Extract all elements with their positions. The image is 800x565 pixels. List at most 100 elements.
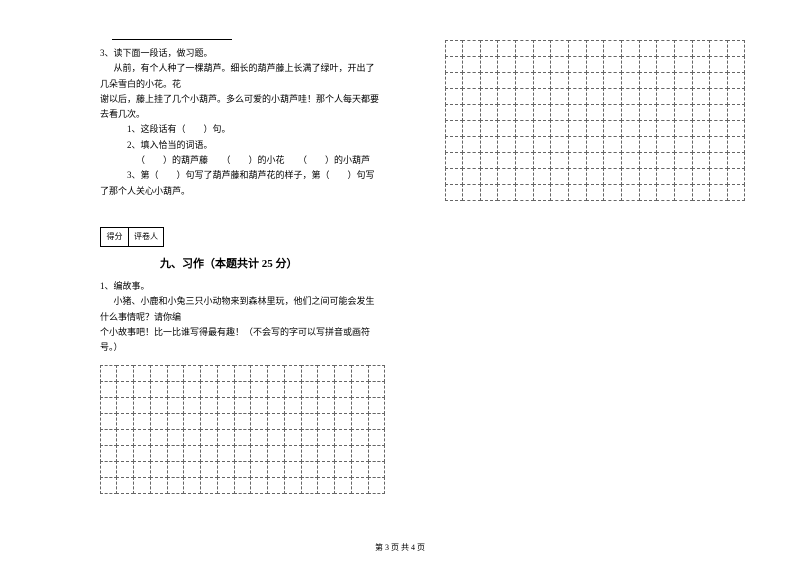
writing-cell (727, 88, 746, 105)
writing-cell (497, 184, 516, 201)
writing-cell (351, 445, 369, 462)
writing-cell (334, 461, 352, 478)
writing-cell (497, 56, 516, 73)
writing-cell (639, 104, 658, 121)
writing-cell (462, 136, 481, 153)
writing-cell (462, 184, 481, 201)
writing-cell (603, 88, 622, 105)
writing-cell (351, 381, 369, 398)
writing-cell (568, 184, 587, 201)
writing-cell (586, 88, 605, 105)
writing-cell (234, 381, 252, 398)
writing-cell (133, 397, 151, 414)
writing-cell (351, 429, 369, 446)
writing-cell (621, 136, 640, 153)
writing-cell (116, 413, 134, 430)
writing-cell (709, 104, 728, 121)
writing-cell (497, 40, 516, 57)
writing-cell (317, 477, 335, 494)
writing-cell (351, 461, 369, 478)
writing-cell (497, 104, 516, 121)
writing-cell (727, 184, 746, 201)
writing-cell (200, 413, 218, 430)
writing-cell (234, 429, 252, 446)
writing-cell (621, 152, 640, 169)
writing-cell (445, 168, 464, 185)
writing-cell (100, 381, 118, 398)
writing-cell (533, 72, 552, 89)
writing-cell (334, 397, 352, 414)
writing-cell (334, 365, 352, 382)
writing-cell (368, 461, 386, 478)
writing-cell (709, 184, 728, 201)
writing-cell (515, 40, 534, 57)
q3-passage-line2: 谢以后，藤上挂了几个小葫芦。多么可爱的小葫芦哇！那个人每天都要去看几次。 (100, 94, 379, 119)
writing-cell (515, 104, 534, 121)
writing-cell (656, 168, 675, 185)
writing-cell (586, 152, 605, 169)
writing-cell (250, 365, 268, 382)
writing-cell (692, 88, 711, 105)
writing-cell (568, 120, 587, 137)
writing-cell (603, 72, 622, 89)
answer-blank-line (112, 30, 232, 40)
writing-cell (533, 104, 552, 121)
writing-cell (692, 184, 711, 201)
writing-cell (150, 365, 168, 382)
writing-cell (368, 477, 386, 494)
writing-cell (586, 136, 605, 153)
writing-cell (462, 168, 481, 185)
writing-cell (727, 40, 746, 57)
writing-cell (150, 429, 168, 446)
writing-cell (462, 152, 481, 169)
writing-cell (480, 88, 499, 105)
writing-cell (621, 72, 640, 89)
writing-cell (217, 413, 235, 430)
writing-cell (497, 88, 516, 105)
writing-cell (217, 365, 235, 382)
writing-cell (150, 381, 168, 398)
writing-cell (480, 56, 499, 73)
writing-cell (267, 445, 285, 462)
writing-cell (250, 429, 268, 446)
writing-cell (727, 152, 746, 169)
writing-cell (167, 461, 185, 478)
writing-cell (639, 72, 658, 89)
writing-cell (674, 56, 693, 73)
writing-cell (284, 477, 302, 494)
writing-cell (116, 477, 134, 494)
writing-cell (692, 120, 711, 137)
writing-cell (480, 152, 499, 169)
writing-cell (550, 184, 569, 201)
writing-cell (250, 445, 268, 462)
writing-cell (200, 381, 218, 398)
writing-cell (368, 413, 386, 430)
writing-cell (621, 168, 640, 185)
writing-cell (116, 445, 134, 462)
writing-cell (692, 40, 711, 57)
writing-cell (334, 477, 352, 494)
writing-cell (183, 477, 201, 494)
writing-cell (217, 381, 235, 398)
writing-cell (656, 40, 675, 57)
writing-grid-left (100, 365, 385, 493)
writing-cell (200, 477, 218, 494)
writing-cell (334, 381, 352, 398)
writing-cell (709, 40, 728, 57)
writing-cell (533, 168, 552, 185)
writing-cell (674, 104, 693, 121)
writing-cell (368, 397, 386, 414)
writing-cell (550, 104, 569, 121)
writing-cell (586, 40, 605, 57)
writing-cell (445, 56, 464, 73)
writing-cell (183, 365, 201, 382)
writing-cell (116, 429, 134, 446)
writing-cell (568, 72, 587, 89)
writing-cell (639, 184, 658, 201)
writing-cell (200, 461, 218, 478)
writing-cell (133, 381, 151, 398)
writing-cell (497, 120, 516, 137)
writing-cell (334, 429, 352, 446)
writing-cell (301, 445, 319, 462)
writing-cell (250, 461, 268, 478)
